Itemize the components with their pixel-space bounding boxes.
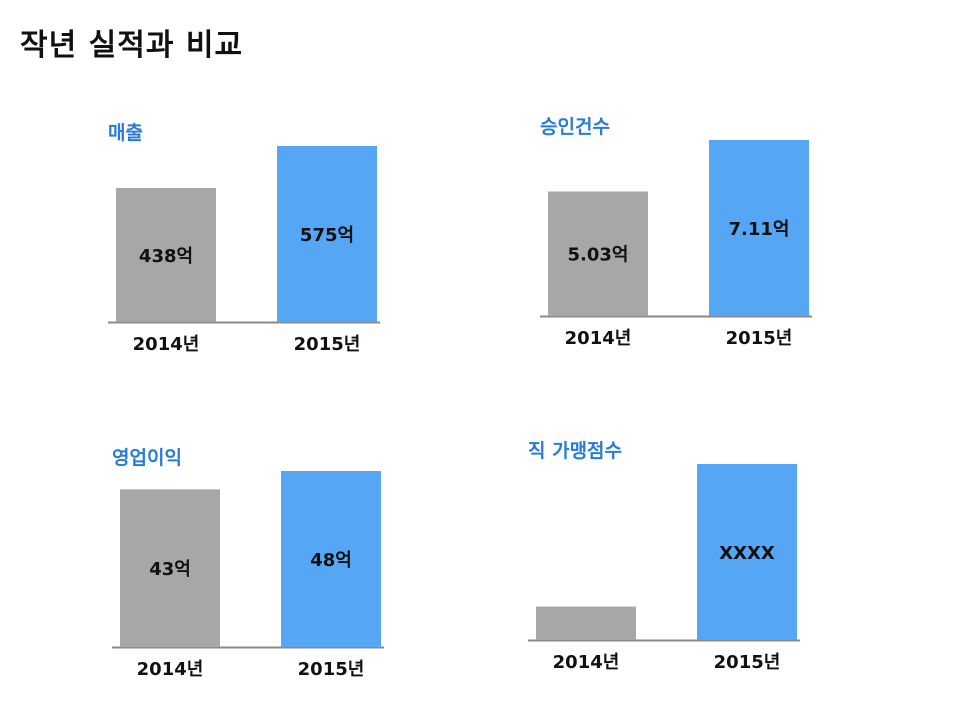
chart-panel-stores: 직 가맹점수 2014년 XXXX 2015년 — [528, 436, 828, 686]
data-label: 5.03억 — [568, 245, 629, 266]
bar-2015년 — [709, 140, 809, 316]
bar-2015년 — [281, 471, 381, 647]
bar-2015년 — [277, 146, 377, 322]
bar-chart-revenue: 438억 2014년 575억 2015년 — [108, 146, 380, 355]
bar-2014년 — [116, 187, 216, 322]
chart-title: 영업이익 — [112, 447, 182, 469]
category-label: 2014년 — [565, 328, 632, 349]
chart-title: 직 가맹점수 — [528, 440, 623, 462]
data-label: 575억 — [300, 225, 354, 246]
category-label: 2015년 — [714, 652, 781, 673]
bar-chart-operating-profit: 43억 2014년 48억 2015년 — [112, 471, 384, 680]
bar-2015년 — [697, 464, 797, 640]
category-label: 2014년 — [137, 659, 204, 680]
category-label: 2015년 — [726, 328, 793, 349]
data-label: 438억 — [139, 246, 193, 267]
bar-2014년 — [548, 191, 648, 316]
category-label: 2014년 — [553, 652, 620, 673]
chart-title: 매출 — [108, 122, 143, 144]
bar-2014년 — [120, 489, 220, 647]
bar-chart-approvals: 5.03억 2014년 7.11억 2015년 — [540, 140, 812, 349]
category-label: 2014년 — [133, 334, 200, 355]
chart-panel-approvals: 승인건수 5.03억 2014년 7.11억 2015년 — [540, 112, 840, 362]
category-label: 2015년 — [298, 659, 365, 680]
data-label: XXXX — [719, 543, 775, 564]
bar-2014년 — [536, 606, 636, 640]
data-label: 48억 — [310, 550, 352, 571]
data-label: 43억 — [149, 559, 191, 580]
chart-panel-revenue: 매출 438억 2014년 575억 2015년 — [108, 118, 408, 368]
category-label: 2015년 — [294, 334, 361, 355]
page-title: 작년 실적과 비교 — [20, 28, 244, 63]
chart-panel-operating-profit: 영업이익 43억 2014년 48억 2015년 — [112, 443, 412, 693]
data-label: 7.11억 — [729, 219, 790, 240]
chart-title: 승인건수 — [540, 116, 610, 138]
bar-chart-stores: 2014년 XXXX 2015년 — [528, 464, 800, 673]
